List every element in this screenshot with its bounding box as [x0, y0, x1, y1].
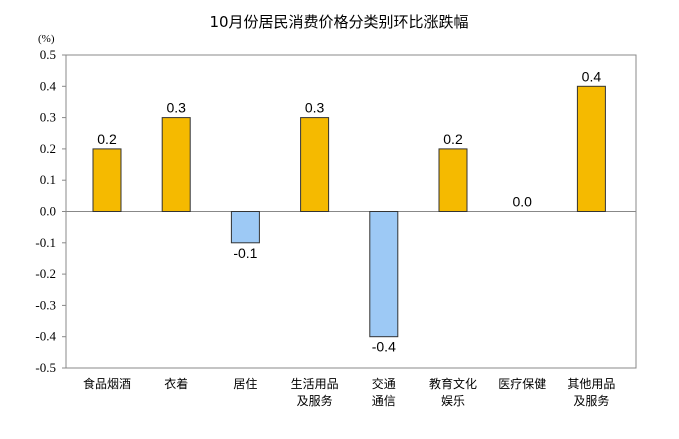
data-label: 0.3 — [305, 100, 325, 116]
category-label: 食品烟酒 — [83, 376, 131, 391]
bar — [438, 148, 468, 212]
y-tick-label: 0.5 — [40, 47, 56, 62]
data-label: 0.4 — [582, 68, 602, 84]
bar — [92, 148, 122, 212]
category-label: 教育文化 — [429, 376, 477, 391]
category-label: 及服务 — [297, 393, 333, 408]
bar — [576, 85, 606, 212]
y-axis-unit: (%) — [38, 33, 55, 45]
category-label: 生活用品 — [291, 377, 339, 391]
bar — [300, 117, 330, 212]
y-tick-label: -0.3 — [35, 297, 56, 312]
category-label: 医疗保健 — [498, 377, 546, 391]
category-label: 娱乐 — [441, 394, 465, 408]
y-tick-label: 0.1 — [40, 172, 56, 187]
category-label: 通信 — [372, 394, 396, 408]
y-tick-label: 0.0 — [40, 204, 56, 219]
data-label: -0.1 — [233, 245, 257, 261]
bar — [161, 117, 191, 212]
y-tick-label: 0.4 — [40, 78, 57, 93]
bar — [230, 211, 260, 244]
category-label: 及服务 — [573, 393, 609, 408]
data-label: -0.4 — [372, 339, 396, 355]
data-label: 0.2 — [443, 131, 463, 147]
data-label: 0.2 — [97, 131, 117, 147]
y-tick-label: 0.2 — [40, 141, 56, 156]
y-tick-label: -0.1 — [35, 235, 56, 250]
category-label: 其他用品 — [567, 377, 615, 391]
data-label: 0.0 — [512, 194, 532, 210]
data-label: 0.3 — [166, 100, 186, 116]
y-tick-label: -0.5 — [35, 360, 56, 375]
chart-title: 10月份居民消费价格分类别环比涨跌幅 — [209, 13, 468, 31]
category-label: 居住 — [233, 377, 257, 391]
category-label: 交通 — [372, 376, 396, 391]
bar — [369, 211, 399, 338]
category-label: 衣着 — [164, 376, 188, 391]
y-tick-label: -0.2 — [35, 266, 56, 281]
y-tick-label: 0.3 — [40, 110, 56, 125]
y-tick-label: -0.4 — [35, 329, 56, 344]
